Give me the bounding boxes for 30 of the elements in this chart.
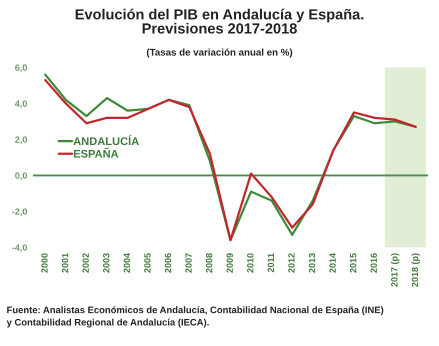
x-tick-label: 2009 [226, 253, 233, 273]
x-tick-label: 2007 [185, 253, 192, 273]
x-tick-label: 2014 [329, 252, 336, 273]
x-tick-label: 2011 [268, 253, 274, 272]
x-tick-label: 2017 (p) [390, 253, 400, 287]
x-tick-label: 2003 [103, 253, 110, 273]
x-tick-label: 2016 [370, 253, 377, 273]
chart-title: Evolución del PIB en Andalucía y España. Previsiones 2017-2018 [76, 8, 364, 34]
legend-label: ESPAÑA [74, 148, 118, 158]
y-tick-label: 4,0 [14, 100, 27, 108]
x-tick-label: 2006 [164, 253, 172, 273]
x-tick-label: 2000 [41, 253, 48, 273]
x-tick-label: 2001 [62, 253, 68, 273]
x-tick-label: 2018 (p) [411, 253, 420, 287]
y-tick-label: 6,0 [15, 64, 27, 72]
x-tick-label: 2010 [247, 253, 254, 273]
y-tick-label: 2,0 [15, 136, 27, 144]
chart-subtitle: (Tasas de variación anual en %) [146, 48, 292, 58]
x-tick-label: 2008 [206, 253, 212, 273]
y-tick-label: -2,0 [12, 208, 27, 216]
y-tick-label: -4,0 [12, 244, 27, 252]
x-tick-label: 2004 [124, 252, 130, 273]
x-tick-label: 2002 [82, 253, 89, 273]
x-tick-label: 2013 [308, 253, 316, 273]
x-tick-label: 2012 [288, 253, 295, 273]
legend-label: ANDALUCÍA [73, 135, 139, 146]
x-tick-label: 2015 [350, 253, 356, 273]
y-tick-label: 0,0 [15, 172, 27, 180]
source-note: Fuente: Analistas Económicos de Andalucía, Contabilidad Nacional de España (INE) y Contabilidad Regional de Andalucía (IECA). [6, 306, 384, 328]
x-tick-label: 2005 [144, 253, 151, 273]
